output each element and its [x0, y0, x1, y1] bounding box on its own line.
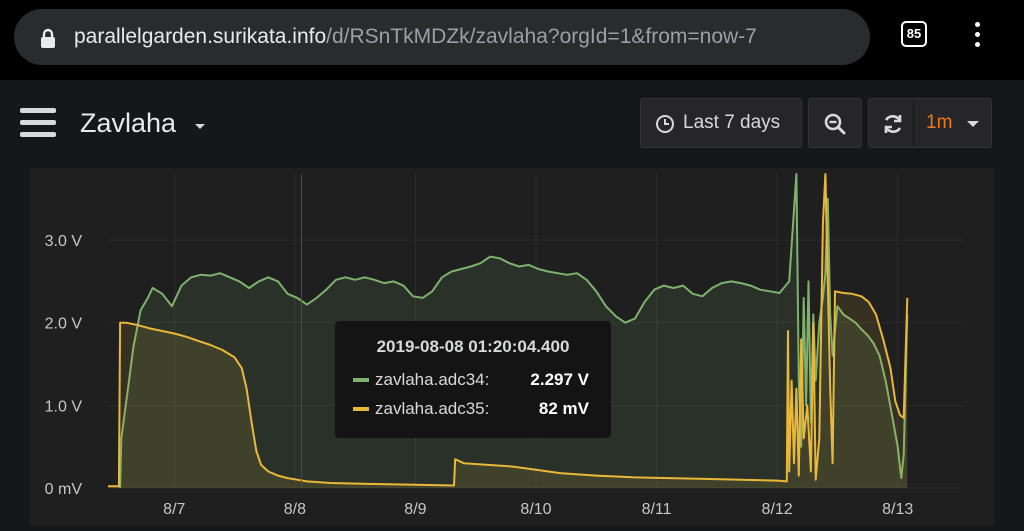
- series-color-swatch: [353, 407, 369, 411]
- address-bar[interactable]: parallelgarden.surikata.info/d/RSnTkMDZk…: [14, 9, 870, 65]
- series-color-swatch: [353, 378, 369, 382]
- series-line-zavlaha-adc34: [119, 173, 909, 489]
- refresh-icon[interactable]: [881, 112, 905, 136]
- dashboard-title[interactable]: Zavlaha: [80, 108, 177, 138]
- x-tick-label: 8/10: [520, 501, 551, 518]
- y-tick-label: 2.0 V: [45, 316, 83, 333]
- dashboard-navbar: Zavlaha Last 7 days 1m: [0, 80, 1024, 168]
- x-tick-label: 8/7: [163, 501, 185, 518]
- tooltip-row-adc34: zavlaha.adc34: 2.297 V: [353, 368, 601, 392]
- x-axis: 8/7 8/8 8/9 8/10 8/11 8/12 8/13: [163, 501, 913, 518]
- divider: [913, 99, 914, 147]
- zoom-out-icon: [824, 113, 846, 135]
- x-tick-label: 8/9: [404, 501, 426, 518]
- series-area-zavlaha-adc35: [108, 174, 908, 488]
- tooltip-row-adc35: zavlaha.adc35: 82 mV: [353, 397, 601, 421]
- refresh-picker[interactable]: 1m: [868, 98, 992, 148]
- y-tick-label: 3.0 V: [45, 233, 83, 250]
- chevron-down-icon[interactable]: [195, 124, 205, 129]
- clock-icon: [656, 115, 674, 133]
- zoom-out-button[interactable]: [808, 98, 862, 148]
- url-path: /d/RSnTkMDZk/zavlaha?orgId=1&from=now-7: [326, 25, 757, 48]
- browser-menu-icon[interactable]: [972, 22, 982, 50]
- x-tick-label: 8/12: [762, 501, 793, 518]
- tooltip-series-value: 82 mV: [538, 399, 589, 418]
- tooltip-series-name: zavlaha.adc34:: [375, 370, 490, 389]
- url-text: parallelgarden.surikata.info/d/RSnTkMDZk…: [74, 23, 864, 51]
- y-tick-label: 0 mV: [45, 481, 83, 498]
- lock-icon: [41, 28, 55, 48]
- time-range-label: Last 7 days: [683, 112, 781, 133]
- chevron-down-icon: [967, 121, 979, 127]
- tooltip-time: 2019-08-08 01:20:04.400: [376, 337, 570, 356]
- hamburger-menu-icon[interactable]: [20, 108, 56, 138]
- tab-switcher-button[interactable]: 85: [901, 21, 927, 47]
- tooltip-series-value: 2.297 V: [530, 370, 589, 389]
- y-tick-label: 1.0 V: [45, 398, 83, 415]
- refresh-interval-label: 1m: [926, 112, 953, 133]
- browser-toolbar: parallelgarden.surikata.info/d/RSnTkMDZk…: [0, 0, 1024, 80]
- x-tick-label: 8/11: [642, 501, 672, 518]
- tooltip-series-name: zavlaha.adc35:: [375, 399, 490, 418]
- y-axis: 0 mV 1.0 V 2.0 V 3.0 V: [45, 233, 83, 498]
- series-line-zavlaha-adc35: [108, 173, 909, 488]
- graph-tooltip: 2019-08-08 01:20:04.400 zavlaha.adc34: 2…: [335, 321, 611, 438]
- time-range-picker-button[interactable]: Last 7 days: [640, 98, 802, 148]
- x-tick-label: 8/13: [882, 501, 913, 518]
- url-host: parallelgarden.surikata.info: [74, 25, 327, 48]
- x-tick-label: 8/8: [284, 501, 306, 518]
